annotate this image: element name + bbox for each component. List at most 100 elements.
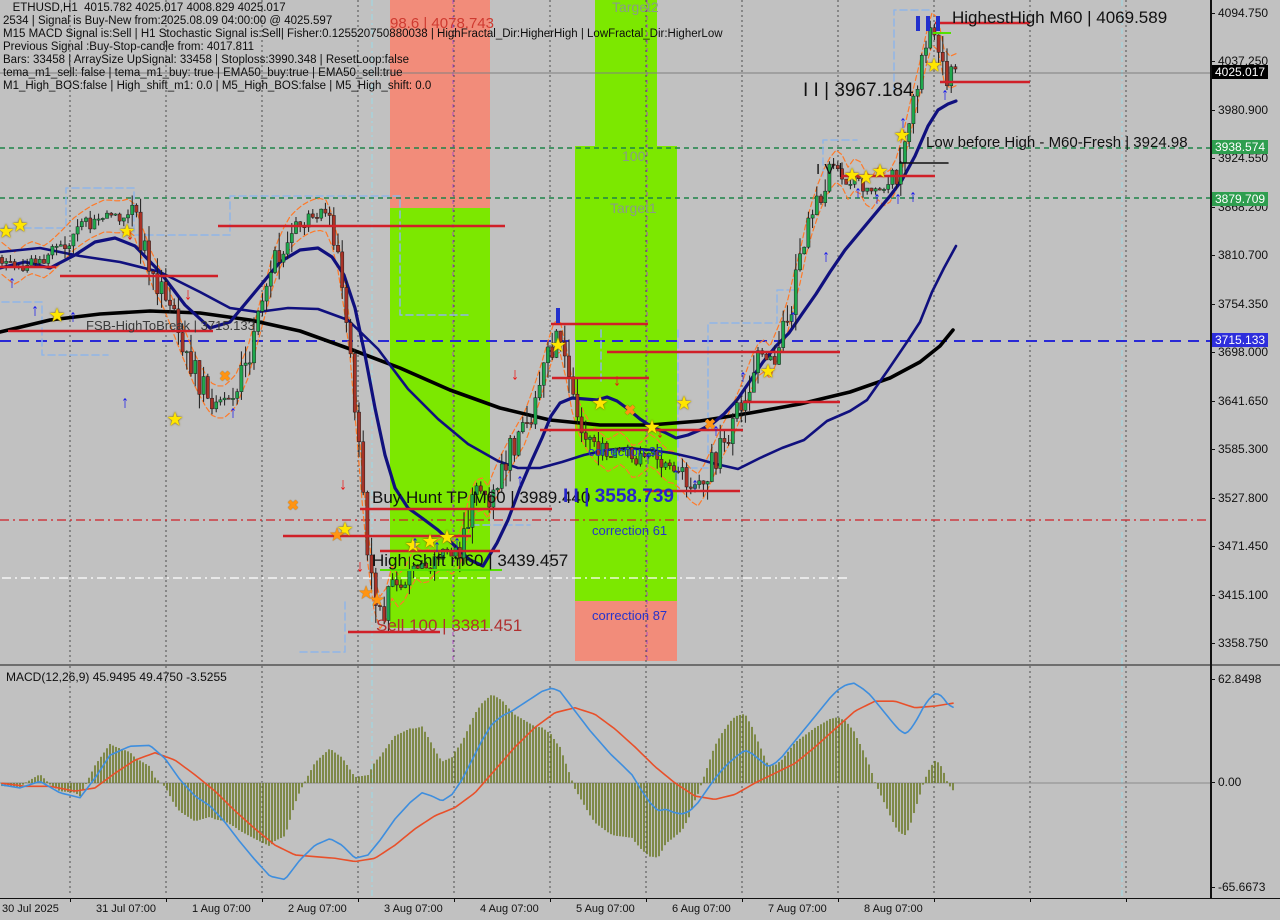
price-axis-tick — [1210, 304, 1215, 305]
price-axis-tick — [1210, 643, 1215, 644]
annotation-text: I I | 3967.184 — [803, 80, 914, 101]
time-axis-label[interactable]: 5 Aug 07:00 — [576, 903, 635, 915]
buy-arrow-icon: ↑ — [853, 182, 863, 202]
buy-signal-star-icon: ★ — [421, 531, 439, 553]
macd-axis-label: 62.8498 — [1218, 672, 1262, 686]
buy-signal-star-icon: ★ — [438, 527, 456, 549]
warning-star-icon: ★ — [358, 585, 374, 602]
buy-arrow-icon: ↑ — [690, 474, 700, 494]
price-axis-label: 3415.100 — [1218, 588, 1269, 602]
annotation-text: correction 38 — [588, 444, 664, 459]
sell-arrow-icon: ↓ — [355, 556, 365, 576]
annotation-text: Sell 100 | 3381.451 — [376, 616, 523, 635]
buy-signal-star-icon: ★ — [843, 165, 861, 187]
count-tick-mark — [936, 16, 940, 31]
buy-arrow-icon: ↑ — [643, 448, 653, 468]
price-axis-label: 3980.900 — [1218, 103, 1269, 117]
price-axis-label: 4037.250 — [1218, 54, 1269, 68]
price-axis-tick — [1210, 255, 1215, 256]
time-axis-label[interactable]: 2 Aug 07:00 — [288, 903, 347, 915]
price-axis-label: 3924.550 — [1218, 151, 1269, 165]
macd-axis-label: 0.00 — [1218, 775, 1242, 789]
step-bracket-line — [899, 147, 949, 164]
invalidated-signal-x-icon: ✖ — [704, 416, 716, 432]
price-axis-tick — [1210, 352, 1215, 353]
price-axis-label: 3471.450 — [1218, 539, 1269, 553]
time-axis-tick — [70, 898, 71, 902]
invalidated-signal-x-icon: ✖ — [287, 497, 299, 513]
warning-star-icon: ★ — [329, 527, 345, 544]
sell-arrow-icon: ↓ — [612, 370, 622, 390]
price-axis-tick — [1210, 449, 1215, 450]
buy-signal-star-icon: ★ — [857, 167, 875, 189]
price-axis-label: 3641.650 — [1218, 394, 1269, 408]
buy-arrow-icon: ↑ — [68, 306, 78, 326]
buy-signal-star-icon: ★ — [118, 221, 136, 243]
annotation-text: 100 — [622, 148, 646, 164]
invalidated-signal-x-icon: ✖ — [624, 402, 636, 418]
time-axis-label[interactable]: 7 Aug 07:00 — [768, 903, 827, 915]
sell-arrow-icon: ↓ — [510, 364, 520, 384]
buy-signal-star-icon: ★ — [336, 519, 354, 541]
signal-zone — [575, 146, 677, 601]
price-axis-tick — [1210, 595, 1215, 596]
time-axis-label[interactable]: 30 Jul 2025 — [2, 903, 59, 915]
buy-arrow-icon: ↑ — [432, 536, 442, 556]
time-axis-tick — [646, 898, 647, 902]
annotation-text: correction 61 — [592, 523, 668, 538]
time-axis-label[interactable]: 8 Aug 07:00 — [864, 903, 923, 915]
time-axis-label[interactable]: 3 Aug 07:00 — [384, 903, 443, 915]
price-axis-label: 3698.000 — [1218, 345, 1269, 359]
buy-arrow-icon: ↑ — [738, 366, 748, 386]
buy-signal-star-icon: ★ — [893, 125, 911, 147]
buy-arrow-icon: ↑ — [821, 246, 831, 266]
annotation-text: 98.6 | 4078.743 — [390, 15, 494, 32]
buy-arrow-icon: ↑ — [7, 272, 17, 292]
count-tick-mark — [926, 16, 930, 31]
time-axis-tick — [934, 898, 935, 902]
pane-separator[interactable] — [0, 664, 1280, 666]
buy-signal-star-icon: ★ — [759, 361, 777, 383]
price-axis-tick — [1210, 110, 1215, 111]
time-axis-tick — [166, 898, 167, 902]
price-axis-tick — [1210, 207, 1215, 208]
buy-arrow-icon: ↑ — [228, 402, 238, 422]
warning-star-icon: ★ — [369, 592, 385, 609]
buy-signal-star-icon: ★ — [11, 215, 29, 237]
time-axis-label[interactable]: 1 Aug 07:00 — [192, 903, 251, 915]
main-price-chart-pane[interactable] — [0, 0, 1210, 666]
buy-signal-star-icon: ★ — [48, 305, 66, 327]
annotation-text: FSB-HighToBreak | 3715.133 — [86, 318, 255, 333]
time-axis-tick — [1030, 898, 1031, 902]
buy-arrow-icon: ↑ — [872, 188, 882, 208]
annotation-text: Low before High - M60-Fresh | 3924.98 — [926, 134, 1188, 151]
time-axis-tick — [454, 898, 455, 902]
price-axis-badge: 3879.709 — [1212, 192, 1269, 206]
count-tick-mark — [916, 16, 920, 31]
buy-signal-star-icon: ★ — [404, 535, 422, 557]
count-tick-mark — [556, 308, 560, 323]
macd-indicator-pane[interactable] — [0, 666, 1210, 898]
time-axis-label[interactable]: 31 Jul 07:00 — [96, 903, 156, 915]
annotation-text: correction 87 — [592, 608, 668, 623]
buy-arrow-icon: ↑ — [898, 112, 908, 132]
buy-arrow-icon: ↑ — [711, 420, 721, 440]
time-axis-tick — [262, 898, 263, 902]
ema-fast-line — [0, 99, 958, 568]
sell-arrow-icon: ↓ — [655, 422, 665, 442]
annotation-text: HighestHigh M60 | 4069.589 — [952, 8, 1168, 27]
time-axis-label[interactable]: 6 Aug 07:00 — [672, 903, 731, 915]
signal-zone — [390, 0, 490, 208]
time-axis-label[interactable]: 4 Aug 07:00 — [480, 903, 539, 915]
macd-axis-tick — [1210, 887, 1215, 888]
price-axis-label: 4094.750 — [1218, 6, 1269, 20]
buy-arrow-icon: ↑ — [410, 532, 420, 552]
buy-arrow-icon: ↑ — [940, 84, 950, 104]
buy-arrow-icon: ↑ — [788, 306, 798, 326]
price-axis-tick — [1210, 61, 1215, 62]
macd-axis-tick — [1210, 679, 1215, 680]
price-axis-badge: 3715.133 — [1212, 333, 1269, 347]
buy-signal-star-icon: ★ — [591, 393, 609, 415]
time-axis-tick — [358, 898, 359, 902]
